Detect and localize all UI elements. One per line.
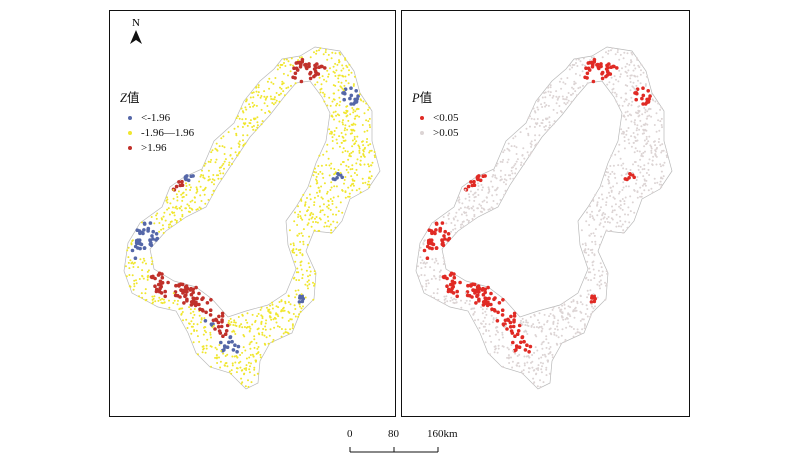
z-value-map-panel: N Z值 <-1.96 -1.96—1.96 >1.96 (109, 10, 396, 417)
sample-points (416, 47, 668, 388)
scale-label-80: 80 (388, 428, 399, 440)
scale-label-0: 0 (347, 428, 353, 440)
legend-swatch-mid (128, 130, 132, 135)
legend-title-suffix: 值 (419, 91, 433, 105)
z-value-legend: Z值 <-1.96 -1.96—1.96 >1.96 (120, 87, 194, 155)
legend-swatch-significant (420, 115, 424, 120)
legend-label-mid: -1.96—1.96 (141, 126, 195, 139)
sample-points (124, 47, 376, 388)
legend-item-high: >1.96 (120, 140, 194, 155)
legend-label-high: >1.96 (141, 141, 167, 154)
legend-swatch-high (128, 145, 132, 150)
legend-item-low: <-1.96 (120, 110, 194, 125)
z-value-map (123, 46, 381, 390)
scale-label-160: 160km (427, 428, 458, 440)
legend-label-low: <-1.96 (141, 111, 171, 124)
legend-title-suffix: 值 (126, 91, 140, 105)
north-arrow-icon (130, 30, 142, 44)
north-arrow: N (126, 17, 146, 44)
legend-item-mid: -1.96—1.96 (120, 125, 194, 140)
legend-item-not-significant: >0.05 (412, 125, 458, 140)
p-value-legend: P值 <0.05 >0.05 (412, 87, 458, 140)
legend-swatch-not-significant (420, 130, 424, 135)
legend-title: Z值 (120, 87, 194, 106)
north-label: N (132, 17, 140, 29)
legend-title-variable: P (412, 91, 420, 105)
legend-label-not-significant: >0.05 (433, 126, 459, 139)
scale-bar: 0 80 160km (330, 428, 460, 458)
p-value-map-panel: P值 <0.05 >0.05 (401, 10, 690, 417)
region-inner-boundary (441, 80, 623, 318)
p-value-map (415, 46, 673, 390)
legend-item-significant: <0.05 (412, 110, 458, 125)
legend-title: P值 (412, 87, 458, 106)
scale-bar-line (349, 447, 439, 453)
legend-title-variable: Z (120, 91, 127, 105)
legend-swatch-low (128, 115, 132, 120)
legend-label-significant: <0.05 (433, 111, 459, 124)
